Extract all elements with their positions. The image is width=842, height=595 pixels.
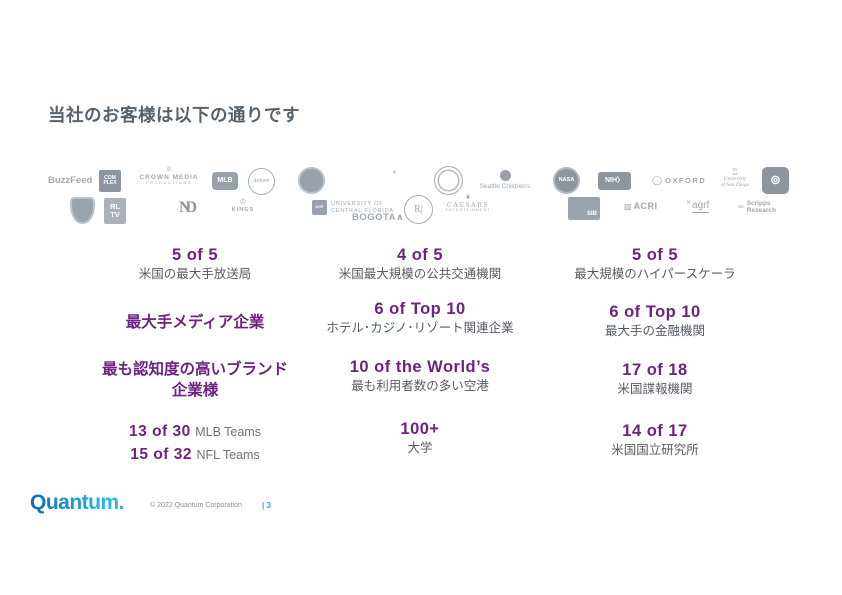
bogota-star-icon: ✶ <box>392 170 398 176</box>
kings-logo: KINGS <box>231 206 255 213</box>
nih-logo: NIH〉 <box>598 172 631 190</box>
crown-icon: ♕ <box>165 166 173 173</box>
deluxe-logo: deluxe <box>248 168 275 195</box>
stat-nfl-row: 15 of 32 NFL Teams <box>70 443 320 466</box>
stat-value: 6 of Top 10 <box>374 300 466 318</box>
stat-value: 100+ <box>400 420 440 438</box>
ucf-logo: UNIVERSITY OF CENTRAL FLORIDA <box>331 201 394 214</box>
stat-caption: ホテル･カジノ･リゾート関連企業 <box>326 320 514 335</box>
stat-caption: 最大手の金融機関 <box>604 323 705 338</box>
kings-crown-icon: ♔ <box>239 197 247 206</box>
stat-financial-institutions: 6 of Top 10 最大手の金融機関 <box>530 303 780 340</box>
san-diego-logo: University of San Diego <box>720 176 750 189</box>
stat-caption: 最大手メディア企業 <box>125 314 265 331</box>
crown-media-logo: CROWN MEDIA <box>139 173 199 181</box>
stat-national-labs: 14 of 17 米国国立研究所 <box>530 422 780 459</box>
stat-value: 5 of 5 <box>171 246 219 264</box>
page-title: 当社のお客様は以下の通りです <box>48 105 300 125</box>
stat-intelligence-agencies: 17 of 18 米国諜報機関 <box>530 361 780 398</box>
stat-label: NFL Teams <box>196 448 260 463</box>
stat-caption: 米国最大規模の公共交通機関 <box>338 266 502 281</box>
stat-recognized-brands: 最も認知度の高いブランド 企業様 <box>70 360 320 402</box>
rltv-logo: RL TV <box>104 198 126 224</box>
seattle-childrens-logo: Seattle Children's <box>479 183 531 190</box>
stat-value: 6 of Top 10 <box>609 303 701 321</box>
seattle-childrens-icon <box>499 170 511 181</box>
stat-caption: 最も認知度の高いブランド 企業様 <box>101 361 288 399</box>
stat-value: 10 of the World’s <box>349 358 491 376</box>
stat-busiest-airports: 10 of the World’s 最も利用者数の多い空港 <box>295 358 545 395</box>
agrf-logo: agrf <box>692 200 710 213</box>
stat-value: 14 of 17 <box>622 422 688 440</box>
mlb-logo: MLB <box>212 172 238 190</box>
san-diego-tower-icon: ♖ <box>730 167 740 177</box>
buzzfeed-logo: BuzzFeed <box>48 175 93 186</box>
ucf-shield-icon: UCF <box>312 200 327 215</box>
copyright-text: © 2022 Quantum Corporation <box>150 502 242 509</box>
sib-logo: SIB <box>568 197 600 220</box>
stat-value: 17 of 18 <box>622 361 688 379</box>
stat-value: 5 of 5 <box>631 246 679 264</box>
cern-logo: ⊚ <box>762 167 789 194</box>
college-seal-logo <box>434 166 463 195</box>
rockefeller-logo: R| <box>404 195 433 224</box>
stat-value: 13 of 30 <box>129 423 191 440</box>
stat-hotel-casino-resort: 6 of Top 10 ホテル･カジノ･リゾート関連企業 <box>295 300 545 337</box>
notre-dame-logo: ND <box>179 199 197 216</box>
crown-media-sub: PRODUCTIONS <box>145 179 193 185</box>
university-seal-logo <box>298 167 325 194</box>
stat-value: 15 of 32 <box>130 446 193 464</box>
stat-caption: 米国諜報機関 <box>617 381 693 396</box>
stat-universities: 100+ 大学 <box>295 420 545 457</box>
stat-mlb-row: 13 of 30 MLB Teams <box>70 420 320 443</box>
stat-caption: 米国国立研究所 <box>611 442 699 457</box>
nasa-logo: NASA <box>553 167 580 194</box>
page-number: | 3 <box>262 501 271 510</box>
stat-media-companies: 最大手メディア企業 <box>70 313 320 334</box>
oxford-logo: OXFORD <box>665 175 707 185</box>
caesars-laurel-icon: ❦ <box>465 194 471 201</box>
acri-structure-icon: ▨ <box>624 201 632 211</box>
caesars-sub: ENTERTAINMENT <box>445 208 491 213</box>
oxford-ring-icon: ◯ <box>652 175 663 185</box>
acri-logo: ACRI <box>633 201 658 211</box>
quantum-logo: Quantum. <box>30 491 125 514</box>
stat-caption: 最大規模のハイパースケーラ <box>574 266 736 281</box>
club-crest-logo <box>70 197 95 224</box>
stat-caption: 最も利用者数の多い空港 <box>351 378 489 393</box>
bogota-logo: BOGOTA∧ <box>352 212 405 224</box>
stat-us-broadcasters: 5 of 5 米国の最大手放送局 <box>70 246 320 283</box>
stat-label: MLB Teams <box>195 425 261 439</box>
complex-logo: COM PLEX <box>99 170 121 192</box>
agrf-x-icon: ✕ <box>686 200 692 206</box>
stat-hyperscalers: 5 of 5 最大規模のハイパースケーラ <box>530 246 780 283</box>
scripps-logo: Scripps Research <box>746 200 776 215</box>
stat-caption: 大学 <box>407 440 433 455</box>
stat-caption: 米国の最大手放送局 <box>138 266 252 281</box>
stat-sports-teams: 13 of 30 MLB Teams 15 of 32 NFL Teams <box>70 420 320 467</box>
stat-transit-agencies: 4 of 5 米国最大規模の公共交通機関 <box>295 246 545 283</box>
caesars-logo: CAESARS <box>446 200 489 209</box>
stat-value: 4 of 5 <box>396 246 444 264</box>
scripps-mark-icon: ∞ <box>738 201 744 211</box>
